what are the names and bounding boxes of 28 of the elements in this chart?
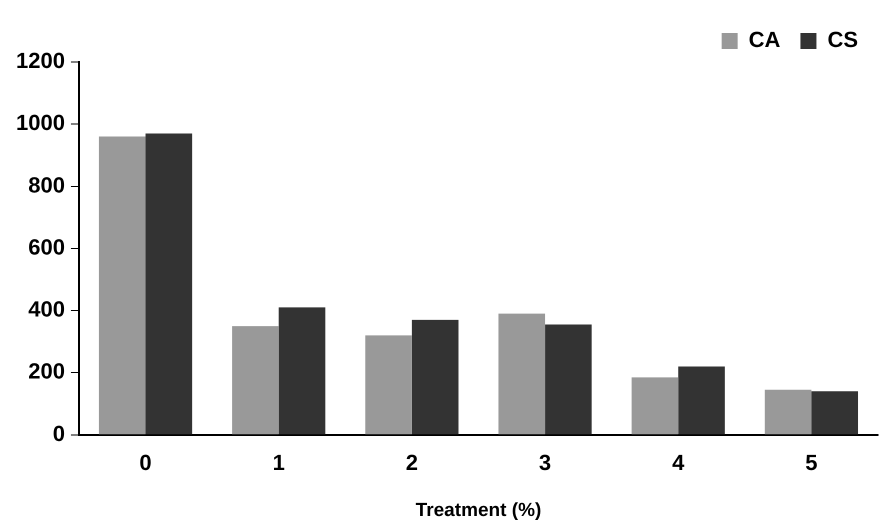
x-tick-label: 0 [139,450,152,476]
bar [545,324,592,434]
x-tick-label: 5 [805,450,818,476]
bar [412,320,458,434]
y-tick-label: 200 [28,358,65,384]
bar [232,326,279,434]
bar [365,335,412,434]
y-tick-label: 400 [28,296,65,322]
y-tick-label: 0 [52,420,65,446]
x-axis-title: Treatment (%) [416,500,542,521]
y-tick-label: 600 [28,234,65,260]
x-tick-label: 2 [406,450,418,476]
bar [678,366,725,434]
y-tick-label: 1200 [16,48,65,74]
x-tick-label: 1 [272,450,285,476]
legend-label: CS [827,27,858,52]
x-tick-label: 3 [538,450,552,476]
bar [278,307,326,434]
bar [146,133,192,434]
y-tick-label: 1000 [16,110,65,136]
bar [498,314,546,434]
bar [764,390,812,434]
legend-label: CA [748,27,781,52]
x-tick-label: 4 [672,450,686,476]
y-tick-label: 800 [28,172,65,198]
bar [632,377,678,434]
bar [98,136,146,434]
bar [811,391,858,434]
